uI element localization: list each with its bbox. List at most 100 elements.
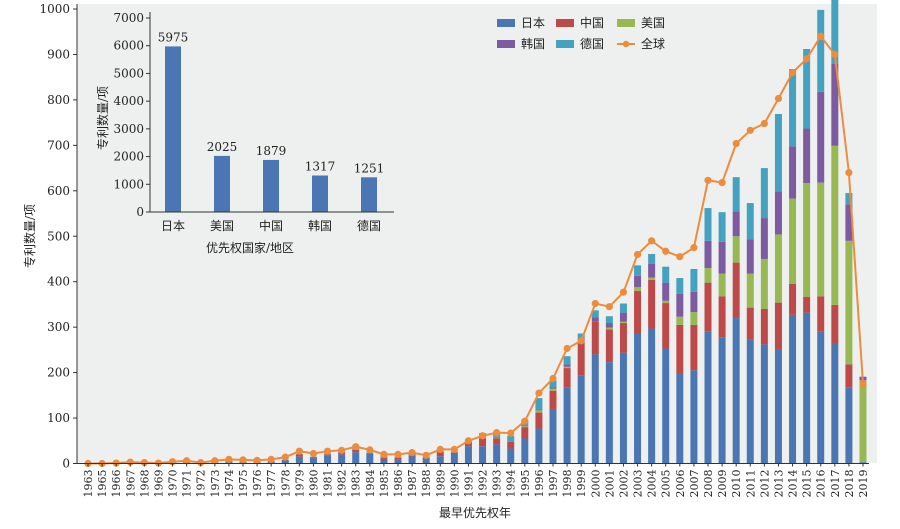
global-point-1979 (295, 447, 303, 455)
bar-segment-日本-2002 (619, 352, 627, 464)
inset-x-axis-title: 优先权国家/地区 (206, 240, 294, 255)
inset-y-tick-label: 6000 (113, 39, 144, 53)
bar-segment-德国-2016 (817, 9, 825, 92)
legend-swatch-韩国 (497, 40, 515, 48)
bar-segment-韩国-2011 (746, 239, 754, 274)
legend-swatch-德国 (556, 40, 574, 48)
x-tick-label: 2018 (843, 470, 856, 498)
x-tick-label: 1978 (279, 470, 292, 498)
x-tick-label: 1994 (505, 470, 518, 498)
global-point-1968 (140, 458, 148, 467)
inset-data-label: 5975 (158, 30, 189, 44)
global-point-1982 (338, 446, 346, 454)
bar-segment-日本-2011 (746, 339, 754, 464)
bar-segment-日本-1987 (408, 455, 416, 464)
x-tick-label: 1989 (434, 470, 447, 498)
bar-segment-韩国-1997 (549, 387, 557, 389)
bar-segment-日本-1989 (436, 456, 444, 464)
y-tick-label: 200 (47, 366, 70, 380)
bar-segment-德国-1994 (507, 435, 515, 442)
bar-segment-中国-2008 (704, 282, 712, 332)
bar-segment-中国-2014 (789, 283, 797, 315)
x-tick-label: 2012 (758, 470, 771, 498)
y-tick-label: 700 (47, 138, 70, 152)
bar-segment-中国-1999 (577, 342, 585, 376)
bar-segment-德国-2015 (803, 48, 811, 129)
bar-segment-中国-1985 (380, 457, 388, 459)
x-tick-label: 1995 (519, 470, 532, 498)
bar-segment-日本-2019 (859, 462, 867, 464)
bar-segment-德国-2014 (789, 68, 797, 147)
x-tick-label: 2000 (589, 470, 602, 498)
bar-segment-美国-2016 (817, 182, 825, 297)
bar-segment-中国-2011 (746, 307, 754, 340)
main-bars (126, 0, 867, 464)
inset-bar-中国 (263, 159, 279, 212)
bar-segment-中国-2015 (803, 296, 811, 313)
global-point-2015 (803, 55, 811, 63)
bar-segment-德国-2004 (648, 253, 656, 264)
bar-segment-中国-1986 (394, 457, 402, 460)
inset-bars: 5975 2025 1879 1317 1251 (158, 30, 385, 213)
bar-segment-日本-1982 (338, 454, 346, 464)
x-tick-label: 2017 (829, 470, 842, 498)
x-tick-label: 1970 (167, 470, 180, 498)
inset-x-tick-label: 美国 (210, 219, 234, 233)
bar-segment-美国-2004 (648, 277, 656, 280)
x-tick-label: 1987 (406, 470, 419, 498)
bar-segment-韩国-2003 (634, 275, 642, 288)
bar-segment-日本-2006 (676, 373, 684, 464)
bar-segment-韩国-2018 (845, 204, 853, 241)
bar-segment-美国-2002 (619, 321, 627, 324)
y-tick-label: 1000 (39, 2, 70, 16)
bar-segment-韩国-2002 (619, 312, 627, 322)
inset-data-label: 1251 (354, 161, 385, 175)
bar-segment-日本-1996 (535, 428, 543, 464)
global-point-2009 (718, 179, 726, 187)
bar-segment-韩国-2014 (789, 146, 797, 199)
bar-segment-美国-2019 (859, 380, 867, 463)
bar-segment-日本-1994 (507, 448, 515, 464)
bar-segment-日本-1980 (309, 458, 317, 464)
global-point-1973 (211, 457, 219, 465)
global-point-2004 (648, 237, 656, 245)
bar-segment-中国-2006 (676, 324, 684, 374)
global-point-1999 (577, 337, 585, 345)
bar-segment-中国-1994 (507, 441, 515, 449)
bar-segment-美国-2006 (676, 316, 684, 325)
bar-segment-中国-2012 (760, 308, 768, 345)
x-tick-label: 2004 (646, 470, 659, 498)
bar-segment-日本-2018 (845, 387, 853, 464)
bar-segment-德国-1997 (549, 380, 557, 388)
bar-segment-韩国-1993 (493, 436, 501, 438)
bar-segment-韩国-2012 (760, 218, 768, 259)
global-point-1977 (267, 455, 275, 464)
bar-segment-日本-2010 (732, 318, 740, 464)
global-point-2017 (831, 50, 839, 59)
x-tick-label: 2016 (815, 470, 828, 498)
bar-segment-韩国-2007 (690, 291, 698, 313)
bar-segment-韩国-2008 (704, 240, 712, 269)
inset-data-label: 2025 (207, 140, 238, 154)
x-tick-label: 1967 (124, 470, 137, 498)
legend-label-韩国: 韩国 (521, 36, 545, 51)
global-point-1990 (450, 445, 458, 454)
inset-x-tick-label: 韩国 (308, 218, 332, 233)
inset-bar-美国 (214, 155, 230, 212)
global-point-2018 (845, 169, 853, 177)
bar-segment-德国-2006 (676, 278, 684, 294)
x-tick-label: 2019 (857, 470, 870, 498)
bar-segment-日本-1993 (493, 444, 501, 464)
legend-label-中国: 中国 (580, 15, 604, 30)
bar-segment-中国-2007 (690, 324, 698, 371)
x-tick-label: 2010 (730, 470, 743, 498)
global-point-1987 (408, 448, 416, 457)
global-point-2006 (676, 253, 684, 261)
bar-segment-日本-2000 (591, 354, 599, 464)
bar-segment-日本-2004 (648, 328, 656, 464)
bar-segment-中国-1998 (563, 368, 571, 388)
inset-x-tick-label: 德国 (357, 218, 381, 233)
global-point-1989 (436, 445, 444, 454)
bar-segment-韩国-2010 (732, 211, 740, 237)
bar-segment-韩国-2009 (718, 241, 726, 274)
